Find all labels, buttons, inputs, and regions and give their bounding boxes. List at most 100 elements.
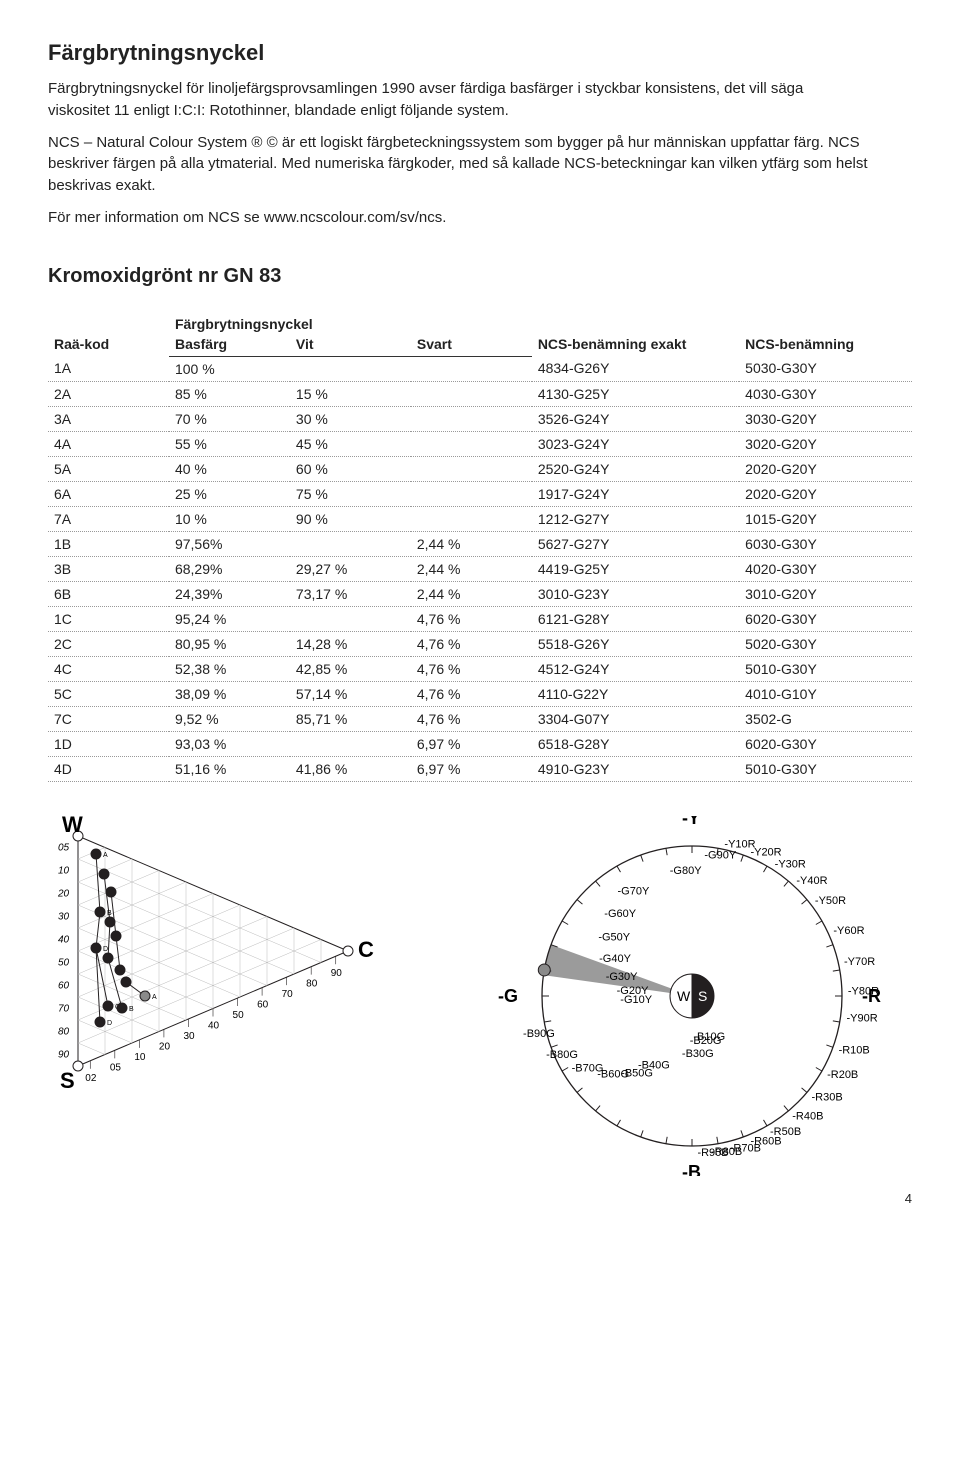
table-cell: 6020-G30Y — [739, 731, 912, 756]
table-row: 4D51,16 %41,86 %6,97 %4910-G23Y5010-G30Y — [48, 756, 912, 781]
table-cell: 3030-G20Y — [739, 406, 912, 431]
table-cell: 30 % — [290, 406, 411, 431]
table-cell: 14,28 % — [290, 631, 411, 656]
svg-text:-G40Y: -G40Y — [599, 952, 631, 964]
table-cell — [290, 731, 411, 756]
color-key-table: Raä-kod Färgbrytningsnyckel NCS-benämnin… — [48, 316, 912, 782]
table-cell: 4512-G24Y — [532, 656, 739, 681]
svg-text:-R40B: -R40B — [792, 1110, 823, 1122]
table-cell: 5A — [48, 456, 169, 481]
table-row: 1D93,03 %6,97 %6518-G28Y6020-G30Y — [48, 731, 912, 756]
table-cell: 24,39% — [169, 581, 290, 606]
table-cell: 38,09 % — [169, 681, 290, 706]
table-cell — [290, 606, 411, 631]
svg-text:-R10B: -R10B — [839, 1044, 870, 1056]
table-cell: 3023-G24Y — [532, 431, 739, 456]
table-row: 7C9,52 %85,71 %4,76 %3304-G07Y3502-G — [48, 706, 912, 731]
svg-text:50: 50 — [58, 957, 70, 968]
table-cell: 42,85 % — [290, 656, 411, 681]
table-cell: 3A — [48, 406, 169, 431]
svg-text:-G60Y: -G60Y — [604, 908, 636, 920]
table-cell: 95,24 % — [169, 606, 290, 631]
svg-text:B: B — [107, 910, 112, 917]
svg-text:05: 05 — [58, 842, 70, 853]
table-cell: 55 % — [169, 431, 290, 456]
table-cell: 3010-G23Y — [532, 581, 739, 606]
table-cell: 41,86 % — [290, 756, 411, 781]
table-header: Raä-kod Färgbrytningsnyckel NCS-benämnin… — [48, 316, 912, 357]
table-cell: 4,76 % — [411, 631, 532, 656]
svg-text:-Y70R: -Y70R — [844, 955, 875, 967]
svg-text:S: S — [698, 988, 707, 1004]
table-cell: 40 % — [169, 456, 290, 481]
table-cell: 93,03 % — [169, 731, 290, 756]
table-row: 4A55 %45 %3023-G24Y3020-G20Y — [48, 431, 912, 456]
table-cell: 2,44 % — [411, 556, 532, 581]
svg-text:30: 30 — [183, 1030, 195, 1041]
table-cell: 1015-G20Y — [739, 506, 912, 531]
table-cell: 2,44 % — [411, 581, 532, 606]
table-cell: 68,29% — [169, 556, 290, 581]
table-cell: 5627-G27Y — [532, 531, 739, 556]
table-cell: 4,76 % — [411, 681, 532, 706]
table-cell: 6B — [48, 581, 169, 606]
table-cell: 9,52 % — [169, 706, 290, 731]
svg-text:-G30Y: -G30Y — [606, 971, 638, 983]
table-cell: 2020-G20Y — [739, 456, 912, 481]
svg-text:02: 02 — [85, 1072, 97, 1083]
table-cell: 3304-G07Y — [532, 706, 739, 731]
th-ncsb: NCS-benämning — [739, 316, 912, 357]
table-row: 6A25 %75 %1917-G24Y2020-G20Y — [48, 481, 912, 506]
table-body: 1A100 %4834-G26Y5030-G30Y2A85 %15 %4130-… — [48, 356, 912, 781]
table-cell: 4110-G22Y — [532, 681, 739, 706]
svg-text:-G70Y: -G70Y — [617, 885, 649, 897]
table-row: 1B97,56%2,44 %5627-G27Y6030-G30Y — [48, 531, 912, 556]
svg-text:80: 80 — [306, 978, 318, 989]
table-cell — [411, 456, 532, 481]
table-cell: 2C — [48, 631, 169, 656]
table-cell: 5C — [48, 681, 169, 706]
svg-text:-Y90R: -Y90R — [846, 1012, 877, 1024]
table-cell: 25 % — [169, 481, 290, 506]
svg-text:-B80G: -B80G — [546, 1049, 578, 1061]
table-cell: 100 % — [169, 356, 290, 381]
table-cell: 90 % — [290, 506, 411, 531]
table-cell: 1212-G27Y — [532, 506, 739, 531]
svg-text:10: 10 — [134, 1051, 146, 1062]
svg-text:S: S — [60, 1068, 75, 1093]
table-cell: 6,97 % — [411, 756, 532, 781]
table-cell: 4419-G25Y — [532, 556, 739, 581]
svg-text:A: A — [152, 994, 157, 1001]
table-cell: 4020-G30Y — [739, 556, 912, 581]
svg-text:-Y20R: -Y20R — [750, 846, 781, 858]
table-cell: 3B — [48, 556, 169, 581]
svg-text:60: 60 — [58, 980, 70, 991]
svg-text:-G80Y: -G80Y — [670, 864, 702, 876]
svg-text:05: 05 — [110, 1062, 122, 1073]
svg-text:-R30B: -R30B — [812, 1091, 843, 1103]
table-cell: 4C — [48, 656, 169, 681]
table-cell: 60 % — [290, 456, 411, 481]
th-bas: Basfärg — [169, 336, 290, 357]
table-cell: 4030-G30Y — [739, 381, 912, 406]
th-ncse: NCS-benämning exakt — [532, 316, 739, 357]
table-cell: 7A — [48, 506, 169, 531]
svg-text:40: 40 — [208, 1020, 220, 1031]
table-row: 3B68,29%29,27 %2,44 %4419-G25Y4020-G30Y — [48, 556, 912, 581]
table-cell: 80,95 % — [169, 631, 290, 656]
table-cell: 4834-G26Y — [532, 356, 739, 381]
th-svart: Svart — [411, 336, 532, 357]
svg-text:90: 90 — [58, 1049, 70, 1060]
table-cell — [411, 431, 532, 456]
svg-text:90: 90 — [331, 968, 343, 979]
table-cell: 2A — [48, 381, 169, 406]
svg-text:-Y30R: -Y30R — [775, 858, 806, 870]
svg-text:-G50Y: -G50Y — [598, 931, 630, 943]
svg-text:-B90G: -B90G — [523, 1027, 555, 1039]
table-cell: 6030-G30Y — [739, 531, 912, 556]
intro-paragraph-2: NCS – Natural Colour System ® © är ett l… — [48, 132, 868, 197]
svg-text:-B: -B — [682, 1162, 701, 1176]
table-cell: 5030-G30Y — [739, 356, 912, 381]
table-cell: 45 % — [290, 431, 411, 456]
table-cell: 3502-G — [739, 706, 912, 731]
